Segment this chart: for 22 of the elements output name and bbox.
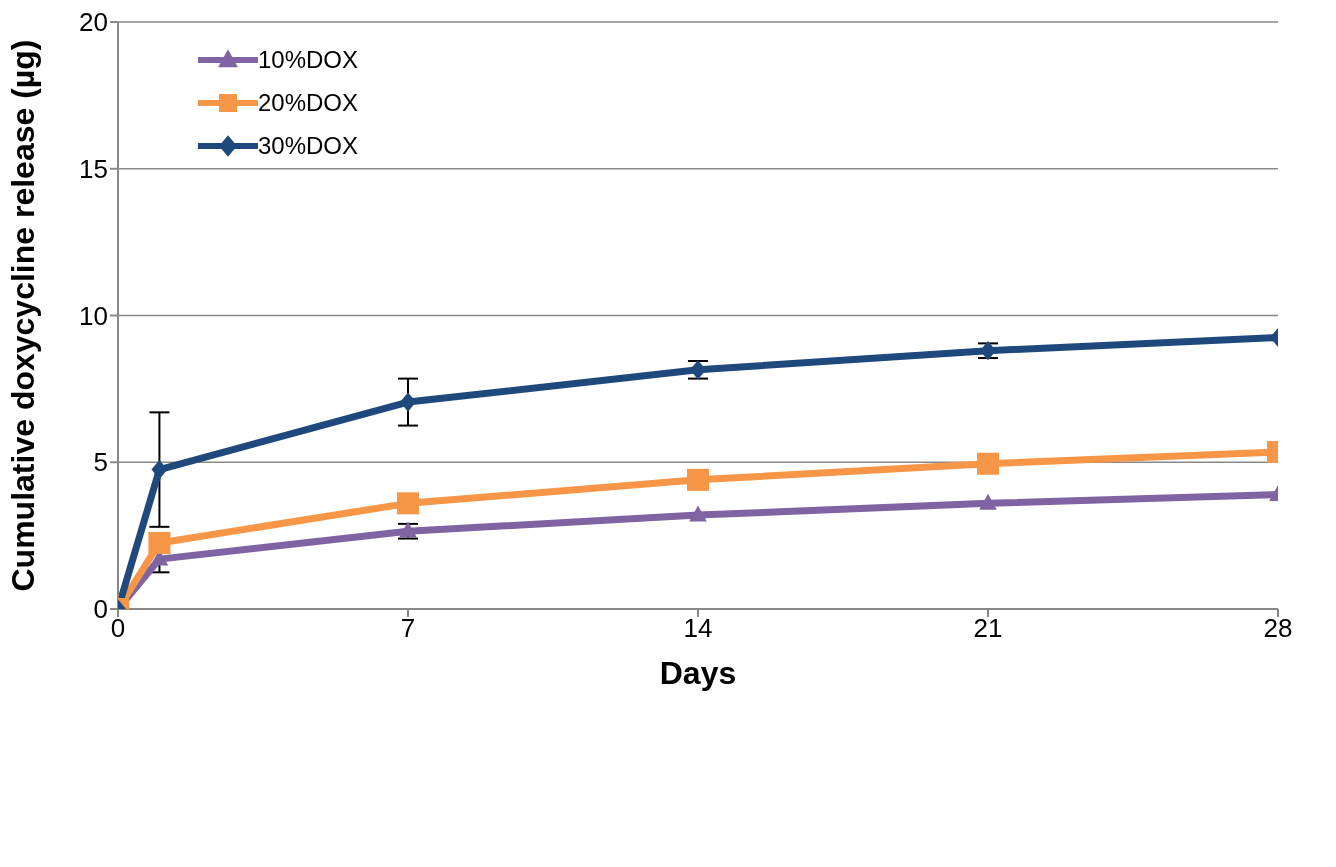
legend-label: 10%DOX: [258, 45, 359, 74]
y-axis-title: Cumulative doxycycline release (µg): [5, 39, 42, 592]
x-tick-label: 21: [973, 613, 1003, 644]
y-tick-label: 0: [93, 594, 108, 625]
x-tick-label: 28: [1263, 613, 1293, 644]
y-tick-label: 15: [79, 153, 108, 184]
point: [148, 531, 171, 554]
point: [397, 492, 419, 515]
point: [689, 505, 707, 522]
point: [687, 468, 709, 491]
point: [979, 493, 997, 510]
y-tick-label: 20: [79, 7, 108, 38]
point: [400, 392, 416, 412]
point: [977, 452, 999, 475]
y-tick-label: 10: [79, 300, 108, 331]
x-axis-title: Days: [659, 655, 737, 691]
legend-label: 20%DOX: [258, 88, 359, 117]
legend-label: 30%DOX: [258, 131, 359, 160]
point: [151, 459, 168, 480]
y-tick-label: 5: [93, 447, 108, 478]
x-tick-label: 7: [400, 613, 416, 644]
x-tick-label: 14: [683, 613, 713, 644]
